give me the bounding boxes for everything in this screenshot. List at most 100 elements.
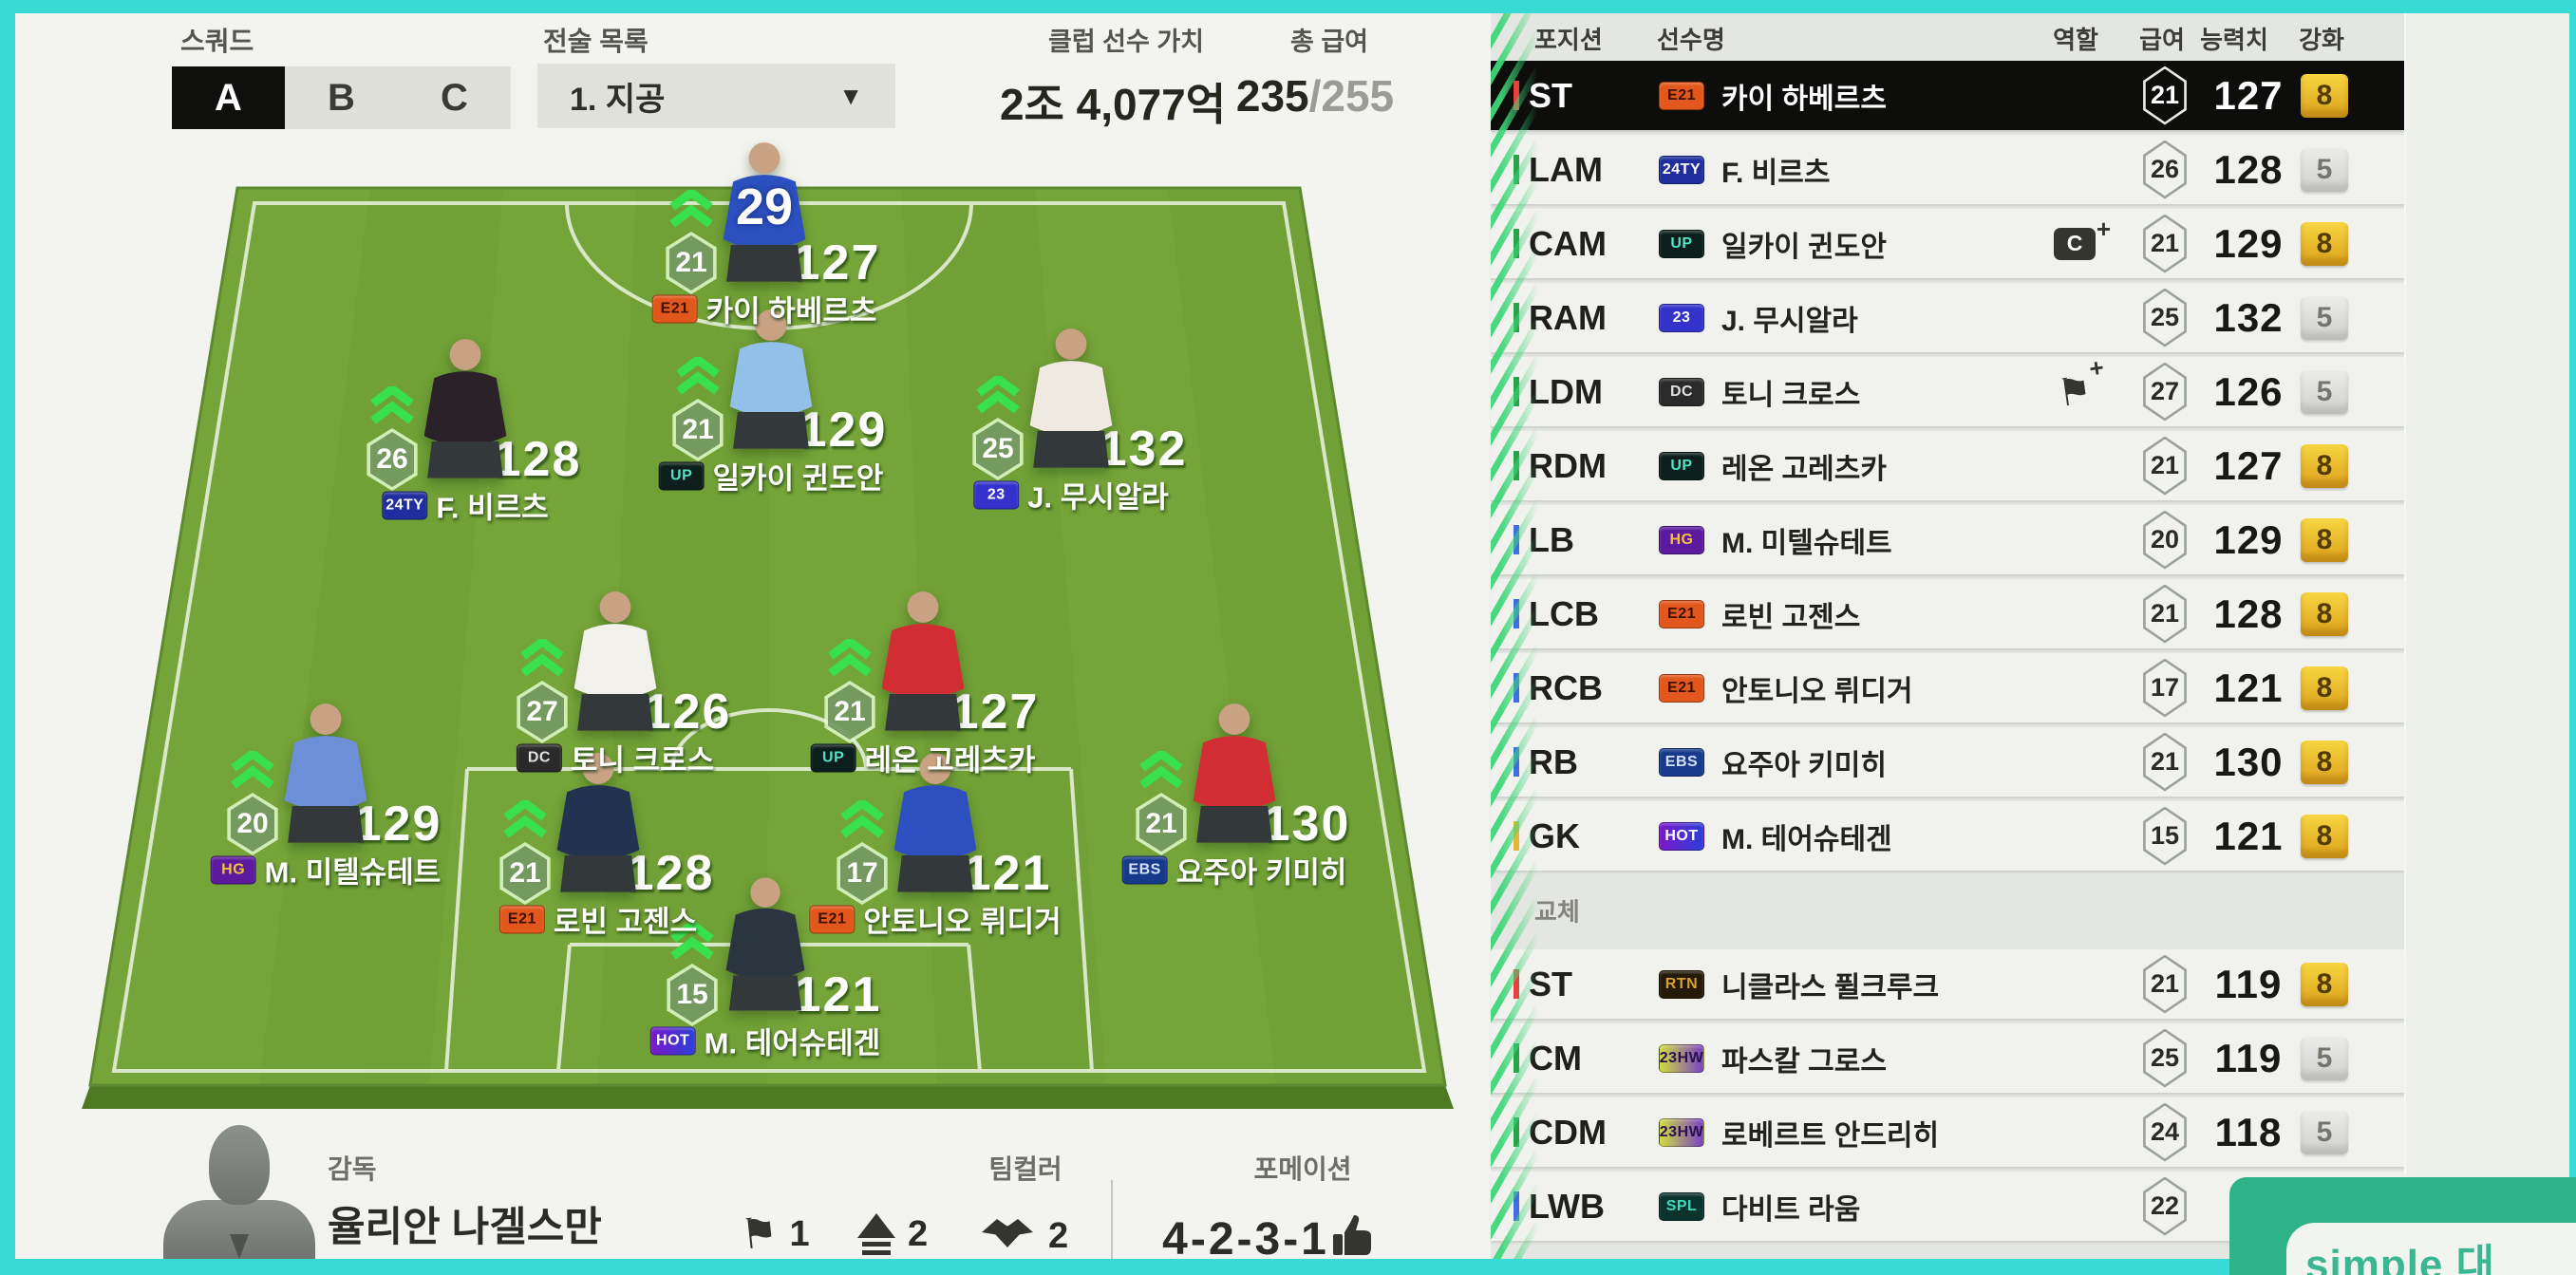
salary-hexagon: 21 — [2143, 732, 2187, 792]
manager-avatar — [163, 1125, 315, 1259]
player-nameplate: 23 J. 무시알라 — [973, 474, 1169, 516]
row-position: LWB — [1529, 1186, 1605, 1226]
player-nameplate: E21 카이 하베르츠 — [651, 288, 876, 330]
handshake-icon — [978, 1213, 1037, 1260]
table-row[interactable]: RB EBS 요주아 키미히 21 130 8 — [1491, 727, 2404, 797]
player-nameplate: UP 일카이 귄도안 — [658, 455, 884, 497]
season-badge: E21 — [1659, 599, 1704, 628]
teamcolor-boost-icon — [368, 386, 416, 426]
row-player-name: 요주아 키미히 — [1721, 749, 1887, 781]
salary-hexagon: 21 — [2143, 954, 2187, 1014]
club-value: 2조 4,077억 — [999, 80, 1227, 129]
row-player-name: M. 테어슈테겐 — [1721, 823, 1892, 855]
tactics-selected: 1. 지공 — [570, 81, 666, 118]
season-badge: 24TY — [382, 491, 428, 519]
teamcolor-handshake: 2 — [978, 1213, 1068, 1260]
row-ability: 121 — [2213, 813, 2284, 858]
row-position: CDM — [1529, 1112, 1607, 1152]
season-badge: HOT — [649, 1026, 696, 1055]
teamcolor-flag: ⚑ 1 — [738, 1209, 809, 1259]
enhance-badge: 8 — [2301, 221, 2348, 266]
season-badge: UP — [1659, 451, 1704, 480]
enhance-badge: 5 — [2301, 369, 2348, 414]
player-photo — [555, 591, 675, 733]
squad-tab[interactable]: A — [172, 66, 285, 129]
row-ability: 129 — [2213, 516, 2284, 562]
player-photo — [714, 309, 828, 451]
row-ability: 132 — [2213, 294, 2284, 340]
table-row[interactable]: RCB E21 안토니오 뤼디거 17 121 8 — [1491, 653, 2404, 722]
season-badge: E21 — [1659, 81, 1704, 110]
position-color-bar — [1514, 747, 1519, 777]
subs-divider: 교체 — [1491, 875, 2404, 945]
player-nameplate: E21 로빈 고젠스 — [498, 898, 698, 941]
salary-hexagon: 27 — [2143, 362, 2187, 422]
row-position: RAM — [1529, 297, 1607, 337]
table-row[interactable]: CM 23HW 파스칼 그로스 25 119 5 — [1491, 1023, 2404, 1093]
season-badge: DC — [1659, 377, 1704, 406]
season-badge: RTN — [1659, 969, 1704, 999]
row-ability: 127 — [2213, 442, 2284, 488]
row-position: RCB — [1529, 667, 1603, 707]
row-position: LB — [1529, 519, 1574, 559]
player-nameplate: HOT M. 테어슈테겐 — [649, 1020, 880, 1062]
player-photo — [1014, 328, 1128, 470]
teamcolor-boost-icon — [838, 800, 886, 840]
footer-divider — [1111, 1180, 1113, 1266]
row-player-name: 니클라스 퓔크루크 — [1721, 971, 1940, 1003]
table-row[interactable]: LB HG M. 미텔슈테트 20 129 8 — [1491, 505, 2404, 574]
player-name: 로빈 고젠스 — [553, 905, 698, 939]
watermark-text: simple 대 — [2305, 1242, 2496, 1275]
row-position: LAM — [1529, 149, 1603, 189]
row-player-name: 파스칼 그로스 — [1721, 1045, 1887, 1078]
enhance-badge: 8 — [2301, 666, 2348, 710]
teamcolor-boost-icon — [974, 376, 1022, 416]
position-color-bar — [1514, 451, 1519, 480]
position-color-bar — [1514, 969, 1519, 999]
table-row[interactable]: CDM 23HW 로베르트 안드리히 24 118 5 — [1491, 1097, 2404, 1167]
season-badge: HOT — [1659, 821, 1704, 851]
player-name: 요주아 키미히 — [1175, 855, 1347, 890]
salary-hexagon: 22 — [2143, 1176, 2187, 1236]
table-row[interactable]: RAM 23 J. 무시알라 25 132 5 — [1491, 283, 2404, 352]
table-row[interactable]: LAM 24TY F. 비르츠 26 128 5 — [1491, 135, 2404, 204]
season-badge: 23 — [1659, 303, 1704, 332]
position-color-bar — [1514, 81, 1519, 110]
enhance-badge: 5 — [2301, 295, 2348, 340]
season-badge: 23HW — [1659, 1043, 1704, 1073]
salary-hexagon: 17 — [2143, 658, 2187, 718]
player-name: 일카이 귄도안 — [712, 461, 884, 496]
table-row[interactable]: LDM DC 토니 크로스 ⚑ + 27 126 5 — [1491, 352, 2404, 426]
position-color-bar — [1514, 303, 1519, 332]
squad-tab[interactable]: C — [398, 66, 511, 129]
pitch: 127 29 21 E21 — [0, 0, 1491, 1275]
season-badge: E21 — [809, 905, 856, 933]
table-row[interactable]: CAM UP 일카이 귄도안 C + 21 129 8 — [1491, 209, 2404, 278]
enhance-badge: 8 — [2301, 591, 2348, 636]
season-badge: 24TY — [1659, 155, 1704, 184]
table-row[interactable]: GK HOT M. 테어슈테겐 15 121 8 — [1491, 801, 2404, 871]
salary-hexagon: 26 — [2143, 140, 2187, 199]
handshake-count: 2 — [1048, 1216, 1069, 1256]
squad-tabs: A B C — [172, 66, 511, 129]
squad-tab[interactable]: B — [285, 66, 398, 129]
table-row[interactable]: RDM UP 레온 고레츠카 21 127 8 — [1491, 431, 2404, 500]
table-row[interactable]: LCB E21 로빈 고젠스 21 128 8 — [1491, 579, 2404, 648]
tactics-label: 전술 목록 — [543, 27, 649, 56]
teamcolor-boost-icon — [668, 190, 715, 230]
row-ability: 127 — [2213, 72, 2284, 118]
enhance-badge: 5 — [2301, 147, 2348, 192]
enhance-badge: 8 — [2301, 73, 2348, 118]
enhance-badge: 8 — [2301, 517, 2348, 562]
tactics-dropdown[interactable]: 1. 지공 ▼ — [537, 64, 895, 128]
teamcolor-boost-icon — [826, 639, 874, 679]
row-ability: 119 — [2214, 1035, 2283, 1080]
player-name: J. 무시알라 — [1027, 480, 1169, 515]
col-salary: 급여 — [2139, 26, 2185, 54]
table-row[interactable]: ST RTN 니클라스 퓔크루크 21 119 8 — [1491, 949, 2404, 1019]
row-position: LCB — [1529, 593, 1599, 633]
row-position: LDM — [1529, 371, 1603, 411]
table-row[interactable]: ST E21 카이 하베르츠 21 127 8 — [1491, 61, 2404, 130]
player-nameplate: UP 레온 고레츠카 — [810, 737, 1036, 779]
player-name: 레온 고레츠카 — [864, 743, 1036, 778]
